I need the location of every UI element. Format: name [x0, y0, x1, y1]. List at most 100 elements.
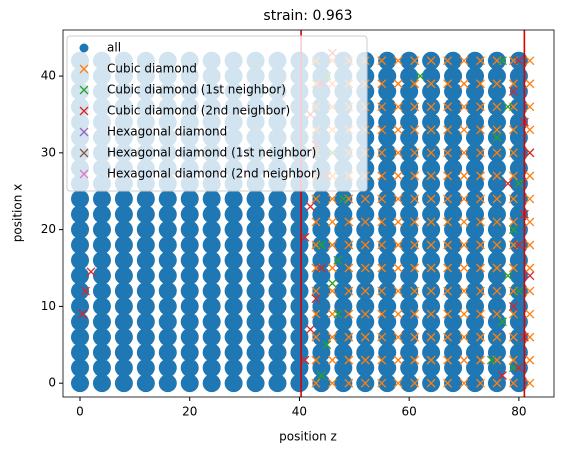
point — [202, 235, 221, 254]
point — [444, 51, 463, 70]
point — [224, 189, 243, 208]
point — [459, 102, 469, 112]
point — [492, 286, 502, 296]
point — [410, 171, 420, 181]
y-tick-label: 30 — [41, 145, 56, 159]
point — [514, 56, 524, 66]
point — [400, 205, 419, 224]
point — [400, 51, 419, 70]
point — [360, 240, 370, 250]
point — [202, 312, 221, 331]
point — [492, 133, 502, 142]
point — [377, 309, 387, 319]
point — [360, 355, 370, 365]
point — [525, 148, 535, 158]
point — [476, 240, 485, 250]
point — [334, 235, 353, 254]
x-axis-label: position z — [279, 430, 337, 444]
point — [393, 355, 403, 365]
point — [525, 125, 535, 135]
point — [410, 148, 420, 158]
point — [410, 286, 420, 296]
point — [158, 205, 177, 224]
point — [312, 343, 331, 362]
point — [459, 56, 469, 66]
point — [92, 282, 111, 301]
point — [400, 174, 419, 193]
point — [290, 358, 309, 377]
point — [378, 174, 397, 193]
point — [71, 297, 90, 316]
point — [268, 189, 287, 208]
point — [400, 328, 419, 347]
point — [487, 251, 506, 270]
point — [492, 332, 502, 342]
point — [71, 205, 90, 224]
point — [422, 343, 441, 362]
point — [136, 220, 155, 239]
point — [71, 220, 90, 239]
point — [92, 189, 111, 208]
point — [426, 217, 436, 227]
point — [459, 217, 469, 227]
point — [509, 343, 528, 362]
point — [360, 378, 370, 388]
point — [180, 220, 199, 239]
point — [327, 217, 337, 227]
point — [400, 143, 419, 162]
x-tick-label: 80 — [511, 405, 526, 419]
point — [422, 128, 441, 147]
point — [360, 217, 370, 227]
point — [466, 205, 485, 224]
legend-marker — [79, 106, 89, 116]
point — [378, 159, 397, 178]
point — [508, 79, 518, 89]
point — [312, 328, 331, 347]
point — [444, 328, 463, 347]
point — [136, 282, 155, 301]
point — [268, 297, 287, 316]
point — [322, 340, 332, 350]
point — [312, 297, 331, 316]
point — [377, 286, 387, 296]
point — [86, 267, 96, 277]
point — [400, 266, 419, 285]
plot-area: 0 20 40 60 80 0 10 20 30 40 all Cubic diamond Cubic … — [41, 29, 555, 419]
point — [444, 189, 463, 208]
point — [71, 189, 90, 208]
point — [400, 343, 419, 362]
point — [487, 220, 506, 239]
point — [393, 102, 403, 112]
point — [327, 263, 337, 273]
point — [327, 278, 337, 288]
point — [316, 240, 326, 250]
point — [444, 312, 463, 331]
point — [466, 159, 485, 178]
point — [443, 125, 453, 135]
point — [443, 286, 453, 296]
point — [476, 171, 485, 181]
point — [378, 205, 397, 224]
point — [305, 324, 315, 334]
point — [487, 67, 506, 86]
point — [71, 312, 90, 331]
point — [415, 71, 425, 81]
point — [268, 235, 287, 254]
point — [466, 174, 485, 193]
point — [360, 332, 370, 342]
point — [508, 225, 518, 235]
point — [334, 358, 353, 377]
point — [311, 194, 321, 204]
point — [224, 282, 243, 301]
point — [246, 205, 265, 224]
point — [71, 251, 90, 270]
legend-label: Cubic diamond (2nd neighbor) — [107, 104, 290, 118]
point — [426, 286, 436, 296]
point — [410, 263, 420, 273]
point — [92, 358, 111, 377]
legend-label: Hexagonal diamond (1st neighbor) — [107, 146, 316, 160]
point — [334, 297, 353, 316]
point — [344, 378, 354, 388]
point — [509, 67, 528, 86]
point — [311, 378, 321, 388]
